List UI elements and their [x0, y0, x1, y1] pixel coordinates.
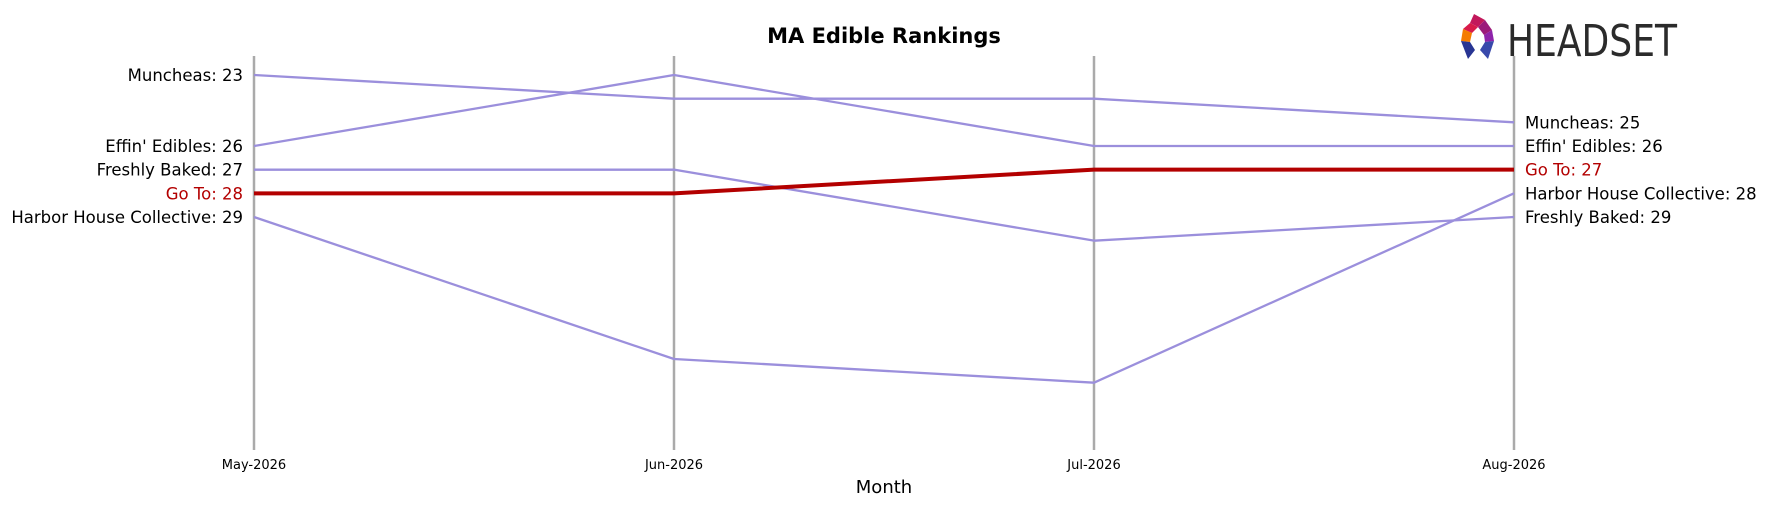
- headset-logo-icon: [1461, 14, 1494, 59]
- left-rank-label: Effin' Edibles: 26: [105, 137, 243, 156]
- series-lines: [253, 73, 1515, 384]
- right-rank-label: Go To: 27: [1525, 161, 1602, 180]
- series-line: [254, 168, 1515, 242]
- right-rank-label: Freshly Baked: 29: [1525, 208, 1671, 227]
- logo-text: HEADSET: [1507, 16, 1677, 67]
- right-rank-label: Muncheas: 25: [1525, 113, 1640, 132]
- right-rank-labels: Muncheas: 25 Effin' Edibles: 26 Go To: 27 H…: [1525, 113, 1757, 227]
- series-line: [253, 192, 1515, 384]
- right-rank-label: Effin' Edibles: 26: [1525, 137, 1663, 156]
- x-tick-label: Aug-2026: [1482, 458, 1545, 473]
- right-rank-label: Harbor House Collective: 28: [1525, 184, 1757, 203]
- left-rank-label: Muncheas: 23: [128, 66, 243, 85]
- left-rank-label: Go To: 28: [166, 184, 243, 203]
- headset-logo: HEADSET: [1461, 14, 1677, 67]
- chart-title: MA Edible Rankings: [767, 24, 1001, 48]
- series-line: [254, 167, 1514, 196]
- left-rank-label: Freshly Baked: 27: [97, 161, 243, 180]
- x-tick-label: Jul-2026: [1066, 458, 1120, 473]
- left-rank-labels: Muncheas: 23 Effin' Edibles: 26 Freshly Ba…: [11, 66, 243, 227]
- x-tick-labels: May-2026 Jun-2026 Jul-2026 Aug-2026: [222, 458, 1546, 473]
- x-tick-label: Jun-2026: [644, 458, 703, 473]
- series-line: [253, 73, 1514, 148]
- x-tick-label: May-2026: [222, 458, 286, 473]
- x-axis-label: Month: [856, 477, 912, 498]
- series-line: [253, 73, 1515, 124]
- left-rank-label: Harbor House Collective: 29: [11, 208, 243, 227]
